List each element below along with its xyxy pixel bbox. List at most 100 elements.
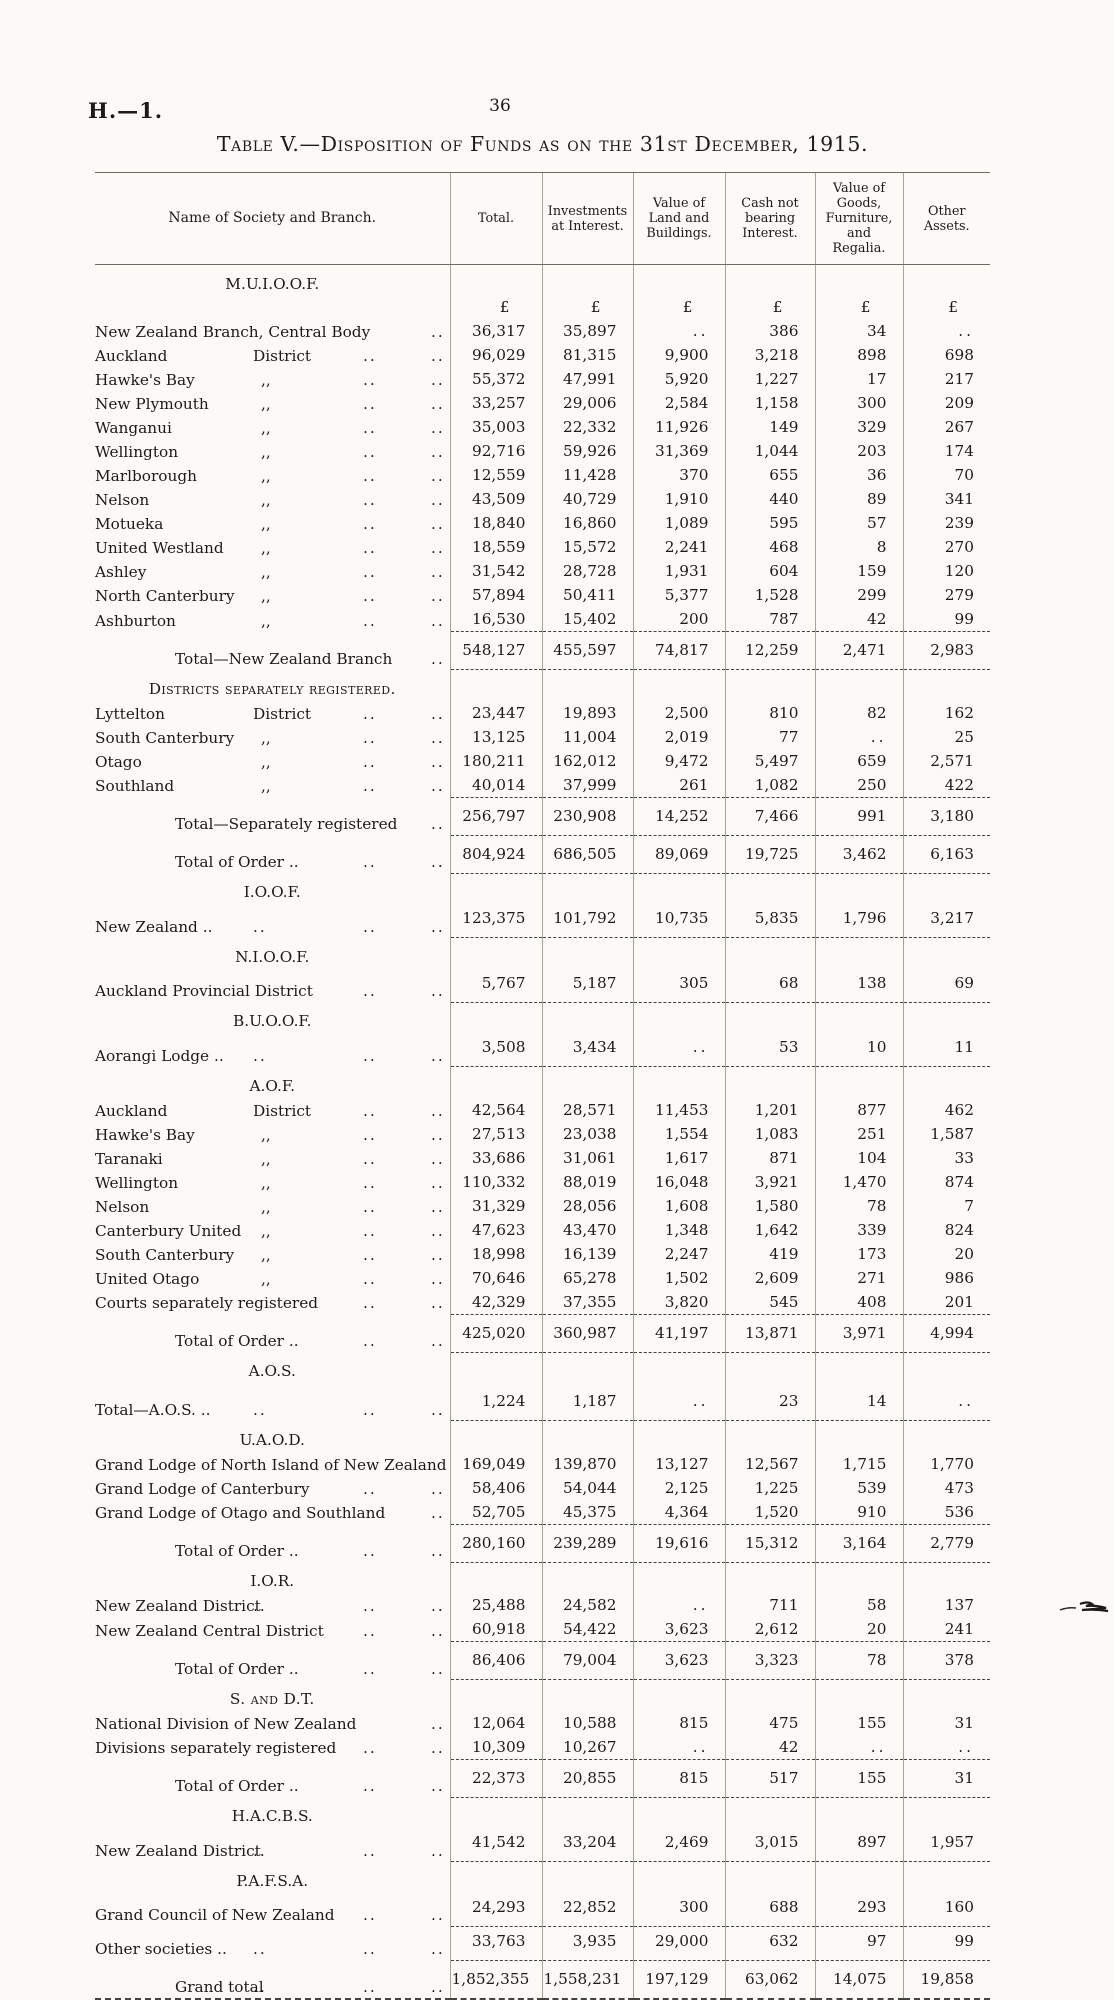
value-cell: 155 — [814, 1710, 903, 1735]
society-name: Total—Separately registered — [175, 815, 398, 833]
value-cell: 3,623 — [632, 1617, 725, 1642]
value-cell: 1,520 — [724, 1499, 815, 1524]
value-cell: 120 — [902, 559, 990, 583]
value-cell: 8 — [814, 535, 903, 559]
value-cell: 11,453 — [632, 1097, 725, 1122]
value-cell: 69 — [902, 968, 990, 1003]
value-cell: 47,623 — [449, 1217, 542, 1242]
value-cell: 815 — [632, 1710, 725, 1735]
value-cell — [632, 1861, 725, 1893]
ditto-mark: ,, — [261, 752, 271, 771]
value-cell: 24,293 — [449, 1892, 542, 1927]
value-cell — [632, 264, 725, 296]
value-cell: 11 — [902, 1033, 990, 1067]
currency-symbol-cell: £ — [814, 296, 903, 319]
value-cell — [449, 1861, 542, 1893]
leader-dots: .. — [363, 1245, 377, 1264]
society-name-cell: Grand Council of New Zealand.... — [95, 1893, 450, 1927]
society-name: New Plymouth — [95, 395, 209, 413]
header-row: Name of Society and Branch. Total. Inves… — [95, 172, 990, 265]
value-cell: 33,257 — [449, 391, 542, 415]
value-cell: 11,428 — [541, 463, 633, 487]
value-cell: 16,860 — [541, 511, 633, 535]
value-cell: 2,019 — [632, 724, 725, 749]
value-cell: 5,187 — [541, 968, 633, 1003]
ditto-mark: ,, — [261, 1173, 271, 1192]
col-header-other-assets: Other Assets. — [902, 172, 990, 265]
value-cell: 23,038 — [541, 1121, 633, 1146]
ditto-mark: ,, — [261, 515, 271, 533]
value-cell: 36 — [814, 463, 903, 487]
value-cell: 74,817 — [632, 631, 725, 670]
value-cell: 25,488 — [449, 1593, 542, 1617]
value-cell — [814, 1562, 903, 1593]
leader-dots: .. — [431, 728, 445, 747]
value-cell: 370 — [632, 463, 725, 487]
value-cell — [902, 1420, 990, 1452]
value-cell: 19,725 — [724, 834, 815, 874]
data-row: Wellington,,.... 110,332 88,019 16,048 3,921… — [95, 1169, 990, 1194]
leader-dots: .. — [431, 1659, 445, 1678]
society-name-cell: Nelson,,.... — [95, 1194, 450, 1218]
society-name-cell: Wellington,,.... — [95, 1170, 450, 1194]
value-cell: 28,571 — [541, 1097, 633, 1122]
society-name: Aorangi Lodge .. — [95, 1046, 224, 1065]
value-cell: 35,897 — [541, 319, 633, 343]
section-row: M.U.I.O.O.F. — [95, 264, 990, 296]
value-cell — [724, 1352, 815, 1383]
value-cell — [541, 1066, 633, 1098]
data-row: Wanganui,,.... 35,003 22,332 11,926 149 329 26… — [95, 415, 990, 439]
leader-dots: .. — [431, 371, 445, 389]
society-name: Ashley — [95, 563, 147, 581]
society-name: Wellington — [95, 1173, 179, 1192]
value-cell: 279 — [902, 583, 990, 607]
value-cell: 632 — [724, 1926, 815, 1961]
value-cell: 162,012 — [541, 748, 633, 773]
society-name: Motueka — [95, 515, 164, 533]
value-cell: 13,125 — [449, 724, 542, 749]
value-cell: 1,201 — [724, 1097, 815, 1122]
leader-dots: .. — [363, 1777, 377, 1795]
leader-dots: .. — [431, 815, 445, 833]
currency-row: £ £ £ £ £ £ — [95, 296, 990, 319]
leader-dots: .. — [363, 563, 377, 581]
value-cell: 1,910 — [632, 487, 725, 511]
value-cell — [541, 669, 633, 701]
value-cell: 2,241 — [632, 535, 725, 559]
value-cell — [632, 1562, 725, 1593]
value-cell: 12,567 — [724, 1451, 815, 1476]
society-name: Total of Order .. — [175, 1659, 299, 1678]
section-row: S. and D.T. — [95, 1679, 990, 1711]
value-cell: 5,920 — [632, 367, 725, 391]
society-name-cell: Hawke's Bay,,.... — [95, 367, 450, 391]
data-row: Ashburton,,.... 16,530 15,402 200 787 42 99 — [95, 607, 990, 632]
value-cell: 3,508 — [449, 1033, 542, 1067]
value-cell: 1,642 — [724, 1217, 815, 1242]
value-cell: 20 — [902, 1241, 990, 1266]
col-header-cash: Cash not bearing Interest. — [724, 172, 815, 265]
data-row: Taranaki,,.... 33,686 31,061 1,617 871 104 33 — [95, 1145, 990, 1170]
society-name: Divisions separately registered — [95, 1739, 337, 1757]
value-cell: 1,502 — [632, 1265, 725, 1290]
data-row: Wellington,,.... 92,716 59,926 31,369 1,044 2… — [95, 439, 990, 463]
value-cell: 36,317 — [449, 319, 542, 343]
value-cell: 110,332 — [449, 1169, 542, 1194]
value-cell: 341 — [902, 487, 990, 511]
value-cell — [902, 1562, 990, 1593]
value-cell — [724, 1797, 815, 1828]
value-cell: .. — [902, 319, 990, 343]
value-cell: .. — [632, 1734, 725, 1759]
value-cell: 16,048 — [632, 1169, 725, 1194]
value-cell — [449, 1002, 542, 1033]
value-cell: 54,044 — [541, 1475, 633, 1500]
value-cell: 97 — [814, 1926, 903, 1961]
society-name: New Zealand District — [95, 1841, 261, 1860]
society-name: Hawke's Bay — [95, 371, 195, 389]
value-cell — [449, 873, 542, 904]
value-cell: 1,224 — [449, 1383, 542, 1421]
value-cell: 31,061 — [541, 1145, 633, 1170]
value-cell: 81,315 — [541, 343, 633, 367]
leader-dots: .. — [363, 1101, 377, 1120]
value-cell — [541, 1352, 633, 1383]
data-row: South Canterbury,,.... 18,998 16,139 2,247 4… — [95, 1241, 990, 1266]
